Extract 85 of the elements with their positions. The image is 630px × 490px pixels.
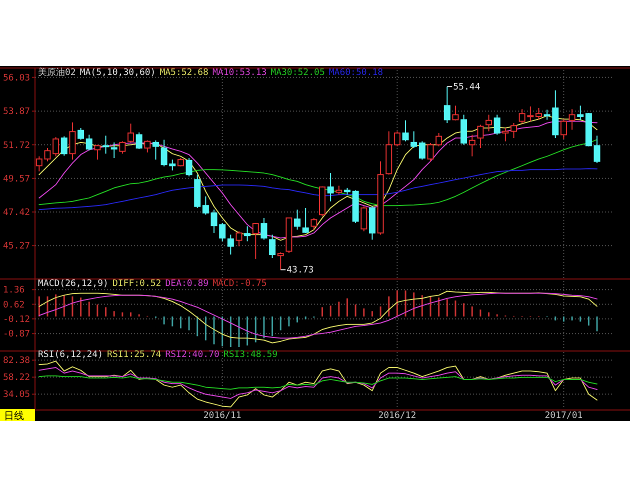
text: MA10:53.13 <box>212 68 267 78</box>
candlestick <box>594 135 600 164</box>
line-series <box>38 366 598 399</box>
line-series <box>38 168 598 210</box>
candlestick <box>394 130 400 147</box>
candlestick <box>236 230 242 247</box>
candlestick <box>502 128 509 142</box>
candlestick <box>94 144 101 160</box>
y-tick-label: 56.03 <box>3 73 30 84</box>
text: 日线 <box>4 410 24 422</box>
y-tick-label: 0.62 <box>3 300 25 310</box>
annotation: 43.73 <box>286 266 314 276</box>
text: MA60:50.18 <box>328 68 384 78</box>
candlestick <box>128 123 134 143</box>
candlestick <box>486 114 492 132</box>
y-tick-label: 82.38 <box>3 356 30 366</box>
candlestick <box>269 234 276 258</box>
chart-title: 美原油02 <box>38 67 76 78</box>
candlestick <box>452 105 459 121</box>
candlestick <box>60 136 68 156</box>
x-tick-label: 2017/01 <box>544 411 583 421</box>
y-tick-label: 47.42 <box>3 208 30 218</box>
candlestick <box>277 252 284 270</box>
candlestick <box>310 217 318 230</box>
candlestick <box>52 136 60 157</box>
candlestick <box>302 207 309 234</box>
y-tick-label: 49.57 <box>3 174 30 184</box>
y-tick-label: -0.12 <box>3 314 30 325</box>
series-label: RSI1:25.74 <box>107 350 162 360</box>
candlestick <box>119 140 126 154</box>
candlestick <box>136 132 142 150</box>
x-tick-label: 2016/12 <box>378 411 416 421</box>
y-tick-label: 1.36 <box>3 286 25 296</box>
x-tick-label: 2016/11 <box>203 411 242 421</box>
line-series <box>38 375 598 390</box>
text: RSI2:40.70 <box>165 350 220 360</box>
text: MACD:-0.75 <box>212 279 267 289</box>
candlestick <box>102 135 110 154</box>
candlestick <box>152 140 159 160</box>
candlestick <box>436 132 442 147</box>
candlestick <box>402 120 409 142</box>
candlestick <box>294 209 301 230</box>
candlestick <box>260 217 268 240</box>
candlestick <box>144 140 151 153</box>
candlestick <box>460 114 468 146</box>
candlestick <box>568 108 576 130</box>
text: MA30:52.05 <box>270 68 325 78</box>
candlestick <box>444 86 450 124</box>
candlestick <box>252 222 259 260</box>
candlestick <box>468 134 476 157</box>
candlestick <box>202 196 209 216</box>
candlestick <box>327 172 334 202</box>
candlestick <box>577 105 584 120</box>
candlestick <box>227 234 234 256</box>
candlestick <box>110 142 118 159</box>
y-tick-label: 58.22 <box>3 373 30 384</box>
line-series <box>38 360 598 408</box>
text: RSI3:48.59 <box>223 350 278 360</box>
annotation: 55.44 <box>453 82 480 93</box>
candlestick <box>86 134 92 151</box>
candlestick <box>560 118 567 140</box>
y-tick-label: 34.05 <box>3 390 30 400</box>
series-label: DEA:0.89 <box>165 279 209 289</box>
candlestick <box>186 158 192 177</box>
candlestick <box>410 130 418 149</box>
candlestick <box>418 140 426 160</box>
y-tick-label: 53.87 <box>3 107 30 118</box>
y-tick-label: 45.27 <box>3 242 30 252</box>
candlestick <box>360 206 368 232</box>
series-label: DIFF:0.52 <box>112 279 162 289</box>
candlestick <box>477 124 484 149</box>
candlestick <box>78 128 84 140</box>
candlestick <box>69 122 76 160</box>
legend-title: MACD(26,12,9) <box>38 279 108 289</box>
candlestick <box>510 122 517 139</box>
candlestick <box>494 114 500 136</box>
candlestick <box>427 142 434 162</box>
candlestick <box>535 108 542 120</box>
y-tick-label: 51.72 <box>3 140 30 151</box>
text: MA5:52.68 <box>160 68 208 78</box>
legend-title: MA(5,10,30,60) <box>80 68 156 78</box>
line-series <box>38 139 598 206</box>
legend-title: RSI(6,12,24) <box>38 350 104 360</box>
y-tick-label: -0.87 <box>3 330 30 340</box>
candlestick <box>244 226 251 242</box>
